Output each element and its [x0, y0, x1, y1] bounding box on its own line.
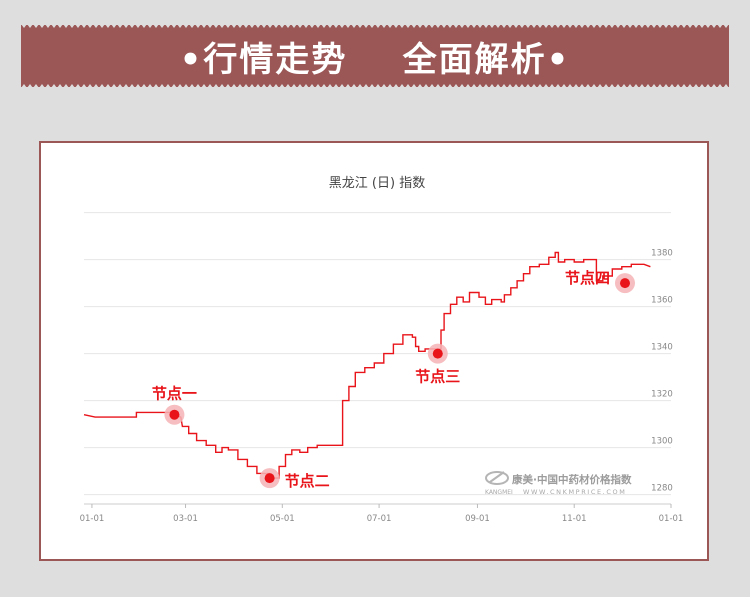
node-dot: [169, 409, 180, 420]
node-label: 节点二: [285, 472, 330, 490]
watermark-line1: 康美·中国中药材价格指数: [512, 473, 632, 486]
chart-card: 黑龙江 (日) 指数 1280 1300 1320 1340 1360 1380 01-0…: [49, 152, 699, 550]
y-axis-ticks: 1280 1300 1320 1340 1360 1380: [651, 249, 673, 494]
node-marker: 节点四: [565, 269, 635, 294]
node-label: 节点四: [565, 269, 610, 287]
y-tick-label: 1380: [651, 249, 673, 259]
y-tick-label: 1340: [651, 343, 673, 353]
series-line: [83, 251, 651, 479]
section-banner: •行情走势 全面解析•: [21, 24, 729, 88]
x-tick-label: 05-01: [270, 514, 295, 524]
x-tick-label: 01-01: [659, 514, 684, 524]
x-tick-label: 01-01: [80, 514, 105, 524]
chart-title: 黑龙江 (日) 指数: [329, 176, 425, 191]
y-tick-label: 1280: [651, 484, 673, 494]
x-axis-ticks: 01-01 03-01 05-01 07-01 09-01 11-01 01-01: [80, 504, 684, 524]
y-tick-label: 1360: [651, 296, 673, 306]
node-marker: 节点二: [259, 468, 330, 490]
node-dot: [264, 473, 275, 484]
watermark-line2: WWW.CNKMPRICE.COM: [523, 488, 626, 496]
banner-zigzag-bottom: [21, 84, 729, 88]
watermark-brand: KANGMEI: [485, 489, 513, 496]
y-tick-label: 1320: [651, 390, 673, 400]
banner-title: •行情走势 全面解析•: [179, 39, 571, 80]
node-dot: [619, 278, 630, 289]
x-tick-label: 11-01: [562, 514, 587, 524]
chart-grid: [84, 212, 671, 505]
node-label: 节点三: [415, 368, 460, 386]
node-label: 节点一: [152, 385, 197, 403]
watermark: 康美·中国中药材价格指数 KANGMEI WWW.CNKMPRICE.COM: [485, 471, 632, 496]
banner-zigzag-top: [21, 24, 729, 28]
y-tick-label: 1300: [651, 437, 673, 447]
x-tick-label: 07-01: [367, 514, 392, 524]
node-marker: 节点三: [415, 343, 460, 386]
node-marker: 节点一: [152, 385, 197, 425]
x-tick-label: 09-01: [465, 514, 490, 524]
watermark-logo-icon: [485, 471, 509, 485]
x-tick-label: 03-01: [173, 514, 198, 524]
line-chart: 黑龙江 (日) 指数 1280 1300 1320 1340 1360 1380 01-0…: [80, 176, 684, 524]
node-dot: [432, 348, 443, 359]
